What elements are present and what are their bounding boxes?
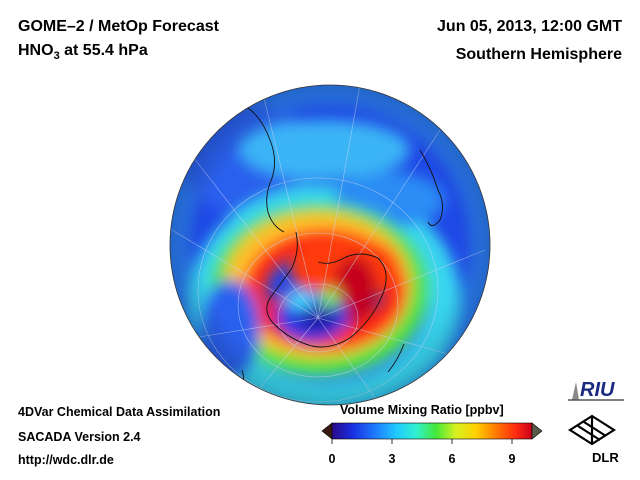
colorbar-right-arrow xyxy=(531,422,543,440)
colorbar-left-arrow xyxy=(321,422,333,440)
colorbar-gradient xyxy=(331,422,533,440)
species-suffix: at 55.4 hPa xyxy=(59,42,148,59)
riu-logo: RIU xyxy=(566,372,626,404)
dlr-logo-text: DLR xyxy=(592,450,619,465)
footer-link[interactable]: http://wdc.dlr.de xyxy=(18,453,114,467)
colorbar-tick-label: 0 xyxy=(328,452,336,466)
species-title: HNO3 at 55.4 hPa xyxy=(18,42,148,62)
dlr-logo: DLR xyxy=(562,412,628,466)
region-label: Southern Hemisphere xyxy=(455,46,622,63)
footer-line-1: 4DVar Chemical Data Assimilation xyxy=(18,405,221,419)
colorbar-tick-label: 9 xyxy=(508,452,516,466)
product-title: GOME–2 / MetOp Forecast xyxy=(18,18,219,35)
colorbar-tick-label: 6 xyxy=(448,452,456,466)
forecast-datetime: Jun 05, 2013, 12:00 GMT xyxy=(437,18,622,35)
colorbar-tick-label: 3 xyxy=(388,452,396,466)
footer-line-2: SACADA Version 2.4 xyxy=(18,430,141,444)
species-prefix: HNO xyxy=(18,42,54,59)
colorbar-title: Volume Mixing Ratio [ppbv] xyxy=(340,403,504,417)
riu-logo-text: RIU xyxy=(580,379,615,401)
hno3-field xyxy=(170,85,490,405)
colorbar xyxy=(321,422,543,444)
species-subscript: 3 xyxy=(53,50,60,63)
